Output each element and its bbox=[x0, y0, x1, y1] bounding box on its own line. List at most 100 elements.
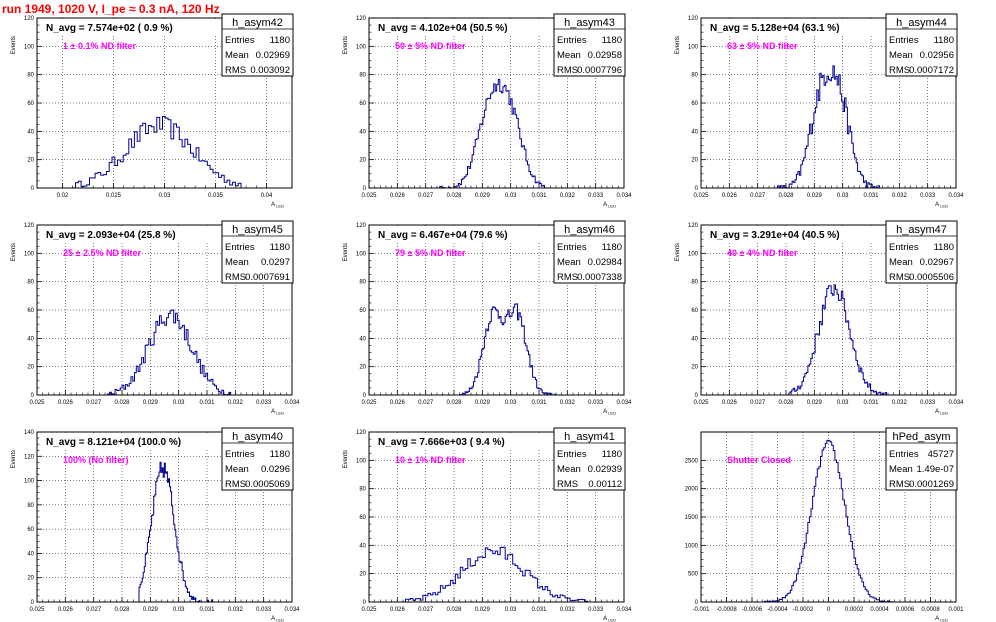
x-tick-label: 0.03 bbox=[159, 193, 171, 199]
y-tick-label: 100 bbox=[356, 458, 367, 464]
stats-label: Mean bbox=[889, 464, 913, 475]
stats-value: 1180 bbox=[934, 35, 954, 46]
histogram-series bbox=[72, 116, 242, 189]
stats-box bbox=[553, 220, 626, 284]
y-tick-label: 2000 bbox=[685, 487, 699, 493]
y-tick-label: 0 bbox=[695, 600, 699, 606]
x-axis-title: A LED bbox=[271, 616, 284, 622]
x-tick-label: 0.029 bbox=[475, 400, 491, 406]
x-tick-label: 0.034 bbox=[948, 193, 964, 199]
filter-annotation: 100% (No filter) bbox=[63, 455, 129, 465]
y-tick-label: 40 bbox=[691, 129, 698, 135]
x-tick-label: 0.033 bbox=[588, 400, 604, 406]
y-tick-label: 60 bbox=[691, 101, 698, 107]
y-tick-label: 20 bbox=[691, 365, 698, 371]
y-axis-title: Events bbox=[343, 243, 349, 261]
stats-box bbox=[221, 427, 294, 491]
x-tick-label: 0.03 bbox=[173, 400, 185, 406]
y-tick-label: 60 bbox=[27, 527, 34, 533]
x-tick-label: 0.026 bbox=[390, 193, 406, 199]
x-tick-label: 0.026 bbox=[390, 607, 406, 613]
y-tick-label: 0 bbox=[31, 393, 35, 399]
x-tick-label: 0.034 bbox=[616, 193, 632, 199]
stats-label: Mean bbox=[889, 257, 913, 268]
x-tick-label: 0.029 bbox=[475, 607, 491, 613]
stats-value: 0.0007691 bbox=[245, 272, 290, 283]
x-tick-label: 0.031 bbox=[531, 193, 547, 199]
histogram-panel-h_asym46: 0.025 0.026 0.027 0.028 0.029 0.03 0.031 0.032 0… bbox=[343, 220, 632, 416]
stats-value: 1180 bbox=[270, 242, 290, 253]
histogram-panel-h_asym47: 0.025 0.026 0.027 0.028 0.029 0.03 0.031 0.032 0… bbox=[675, 220, 964, 416]
x-tick-label: 0.034 bbox=[284, 607, 300, 613]
y-tick-label: 60 bbox=[359, 515, 366, 521]
stats-label: Entries bbox=[889, 35, 919, 46]
x-tick-label: 0.03 bbox=[505, 607, 517, 613]
stats-label: Entries bbox=[557, 35, 587, 46]
x-tick-label: 0.029 bbox=[143, 400, 159, 406]
y-tick-label: 0 bbox=[695, 393, 699, 399]
filter-annotation: 79 ± 5% ND filter bbox=[395, 248, 466, 258]
x-tick-label: 0.033 bbox=[920, 400, 936, 406]
x-tick-label: 0.028 bbox=[114, 607, 130, 613]
x-tick-label: 0.028 bbox=[114, 400, 130, 406]
y-axis-title: Events bbox=[343, 450, 349, 468]
y-axis-title: Events bbox=[11, 36, 17, 54]
x-tick-label: 0.025 bbox=[106, 193, 122, 199]
navg-label: N_avg = 3.291e+04 (40.5 %) bbox=[710, 230, 840, 241]
y-tick-label: 80 bbox=[359, 487, 366, 493]
navg-box bbox=[43, 434, 221, 448]
y-tick-label: 20 bbox=[27, 365, 34, 371]
y-tick-label: 80 bbox=[27, 73, 34, 79]
stats-label: RMS bbox=[225, 479, 246, 490]
stats-box bbox=[885, 13, 958, 77]
x-tick-label: 0.027 bbox=[750, 400, 766, 406]
x-tick-label: 0.025 bbox=[29, 607, 45, 613]
y-tick-label: 80 bbox=[691, 73, 698, 79]
y-axis-title: Events bbox=[675, 36, 681, 54]
histogram-name: h_asym40 bbox=[232, 431, 283, 443]
y-tick-label: 120 bbox=[356, 223, 367, 229]
filter-annotation: 10 ± 1% ND filter bbox=[395, 455, 466, 465]
stats-value: 0.02967 bbox=[920, 257, 954, 268]
stats-value: 0.0007172 bbox=[909, 65, 954, 76]
histogram-name: h_asym43 bbox=[564, 17, 615, 29]
histogram-panel-h_asym45: 0.025 0.026 0.027 0.028 0.029 0.03 0.031 0.032 0… bbox=[11, 220, 300, 416]
histogram-panel-h_asym42: 0.02 0.025 0.03 0.035 0.04 0 20 40 60 80 100 120 A L… bbox=[11, 13, 294, 209]
stats-value: 0.003092 bbox=[250, 65, 290, 76]
navg-label: N_avg = 8.121e+04 (100.0 %) bbox=[46, 437, 181, 448]
x-tick-label: 0 bbox=[827, 607, 831, 613]
stats-label: RMS bbox=[889, 479, 910, 490]
navg-box bbox=[707, 20, 885, 34]
x-tick-label: 0.027 bbox=[418, 400, 434, 406]
y-tick-label: 1500 bbox=[685, 515, 699, 521]
x-tick-label: 0.0006 bbox=[896, 607, 915, 613]
x-tick-label: 0.027 bbox=[750, 193, 766, 199]
stats-label: Mean bbox=[557, 464, 581, 475]
histogram-series bbox=[459, 303, 557, 396]
stats-value: 1180 bbox=[270, 35, 290, 46]
x-tick-label: 0.026 bbox=[722, 400, 738, 406]
y-tick-label: 40 bbox=[27, 551, 34, 557]
x-tick-label: 0.026 bbox=[390, 400, 406, 406]
stats-label: Entries bbox=[889, 449, 919, 460]
y-tick-label: 140 bbox=[24, 430, 35, 436]
stats-label: Mean bbox=[557, 50, 581, 61]
y-tick-label: 40 bbox=[359, 543, 366, 549]
y-tick-label: 1000 bbox=[685, 543, 699, 549]
filter-annotation: 25 ± 2.5% ND filter bbox=[63, 248, 141, 258]
y-tick-label: 40 bbox=[691, 336, 698, 342]
y-tick-label: 60 bbox=[27, 101, 34, 107]
stats-value: 0.0296 bbox=[261, 464, 290, 475]
x-axis-title: A LED bbox=[935, 202, 948, 209]
stats-label: Entries bbox=[889, 242, 919, 253]
stats-label: Entries bbox=[225, 449, 255, 460]
x-tick-label: 0.032 bbox=[560, 607, 576, 613]
x-axis-title: A LED bbox=[271, 409, 284, 416]
navg-box bbox=[375, 227, 553, 241]
y-tick-label: 0 bbox=[31, 186, 35, 192]
histogram-name: h_asym46 bbox=[564, 224, 615, 236]
x-tick-label: 0.034 bbox=[616, 607, 632, 613]
navg-box bbox=[375, 20, 553, 34]
histogram-panel-h_asym41: 0.025 0.026 0.027 0.028 0.029 0.03 0.031 0.032 0… bbox=[343, 427, 632, 622]
